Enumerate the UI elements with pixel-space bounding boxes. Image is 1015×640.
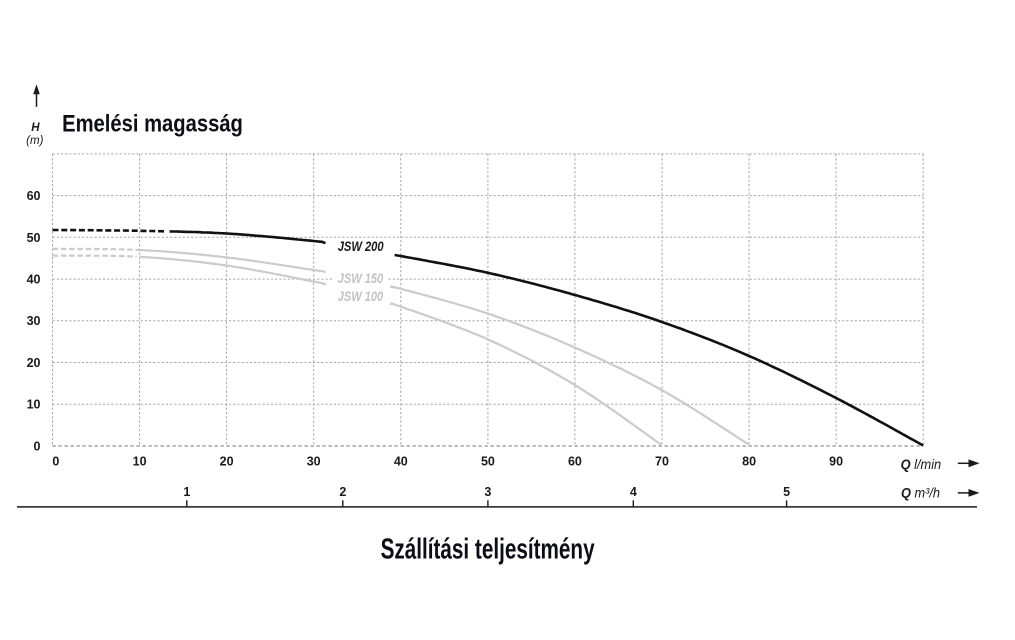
svg-text:JSW 150: JSW 150 — [338, 271, 384, 286]
svg-text:70: 70 — [655, 455, 669, 469]
svg-text:JSW 200: JSW 200 — [338, 239, 384, 254]
svg-text:H: H — [31, 122, 40, 134]
svg-text:10: 10 — [27, 398, 41, 412]
svg-text:40: 40 — [394, 455, 408, 469]
svg-text:60: 60 — [568, 455, 582, 469]
svg-text:Emelési magasság: Emelési magasság — [62, 110, 243, 137]
svg-text:1: 1 — [183, 485, 190, 499]
svg-text:4: 4 — [630, 485, 637, 499]
svg-text:10: 10 — [133, 455, 147, 469]
svg-text:60: 60 — [27, 189, 41, 203]
svg-text:0: 0 — [52, 455, 59, 469]
svg-text:3: 3 — [484, 485, 491, 499]
svg-text:20: 20 — [220, 455, 234, 469]
svg-text:Szállítási teljesítmény: Szállítási teljesítmény — [381, 533, 595, 565]
svg-text:30: 30 — [27, 314, 41, 328]
svg-text:Q l/min: Q l/min — [901, 456, 942, 472]
svg-text:2: 2 — [339, 485, 346, 499]
svg-text:90: 90 — [829, 455, 843, 469]
svg-text:0: 0 — [34, 439, 41, 453]
svg-text:50: 50 — [481, 455, 495, 469]
svg-text:20: 20 — [27, 356, 41, 370]
svg-text:JSW 100: JSW 100 — [338, 289, 384, 304]
svg-text:40: 40 — [27, 273, 41, 287]
svg-text:(m): (m) — [26, 135, 43, 147]
svg-text:50: 50 — [27, 231, 41, 245]
svg-text:5: 5 — [783, 485, 790, 499]
svg-text:30: 30 — [307, 455, 321, 469]
svg-text:80: 80 — [742, 455, 756, 469]
svg-text:Q m³/h: Q m³/h — [901, 485, 940, 501]
